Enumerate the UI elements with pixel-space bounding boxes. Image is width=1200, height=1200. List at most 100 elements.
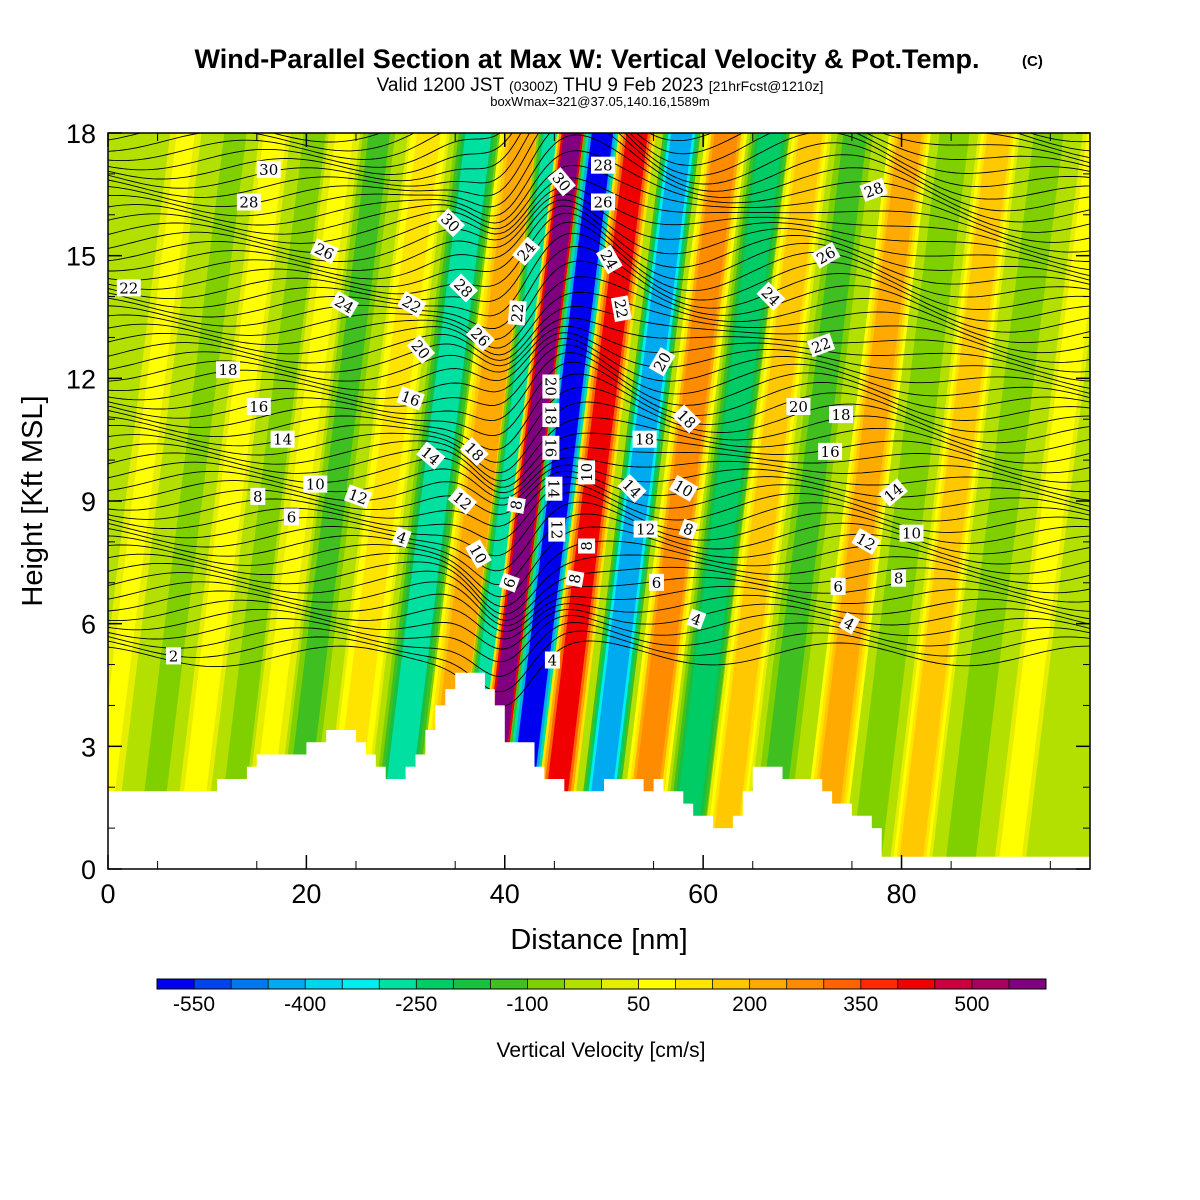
x-tick-label: 80 [887,879,917,909]
svg-text:14: 14 [544,479,562,498]
colorbar-swatch [823,979,862,989]
theta-contour [108,540,1090,607]
contour-label: 18 [216,361,240,379]
x-tick-label: 40 [490,879,520,909]
contour-label: 10 [668,474,699,502]
colorbar-swatch [453,979,491,989]
theta-contour [108,513,1090,586]
terrain-profile [108,672,1090,869]
contour-label: 6 [830,577,846,596]
colorbar-label: -400 [284,993,326,1016]
contour-label: 18 [829,406,853,424]
theta-contour [108,464,1090,506]
contour-label: 16 [396,386,425,411]
contour-label: 18 [632,430,657,449]
contour-label: 28 [236,193,261,212]
theta-contour [108,470,1090,515]
theta-contour [108,622,1090,677]
theta-contour [108,337,1090,401]
svg-text:8: 8 [894,570,904,588]
contour-label: 10 [578,460,596,485]
contour-label: 12 [547,517,566,542]
y-tick-label: 0 [81,855,96,885]
svg-text:8: 8 [253,488,263,506]
velocity-band [1000,133,1090,869]
contour-label: 8 [250,487,266,506]
theta-contour [108,352,1090,422]
velocity-band [808,133,922,869]
colorbar-swatch [268,979,306,989]
svg-text:28: 28 [239,194,258,212]
colorbar-swatch [1008,979,1047,989]
theta-contour [108,133,1090,208]
colorbar-swatch [379,979,417,989]
contour-label: 22 [610,295,632,323]
theta-contour [108,612,1090,663]
y-axis-label: Height [Kft MSL] [17,395,49,606]
theta-contour [108,585,1090,633]
contour-label: 4 [544,651,560,670]
theta-contour [108,526,1090,598]
contour-label: 28 [591,156,615,175]
velocity-band [216,133,324,869]
contour-label: 16 [246,398,271,416]
velocity-band [502,133,614,869]
colorbar-swatch [564,979,602,989]
contour-label: 18 [541,403,560,428]
subtitle-utc: (0300Z) [509,78,558,94]
contour-label: 6 [498,572,520,593]
theta-contour [108,554,1090,615]
svg-text:12: 12 [547,520,565,539]
colorbar-swatch [638,979,677,989]
theta-contour [108,133,1090,152]
velocity-band [625,133,739,869]
theta-contour [108,232,1090,318]
chart-subtitle: Valid 1200 JST (0300Z) THU 9 Feb 2023 [2… [377,75,824,96]
colorbar-swatch [416,979,454,989]
theta-contour [108,221,1090,309]
colorbar-label: 50 [627,993,650,1016]
contour-label: 8 [578,538,596,554]
theta-contour [108,361,1090,437]
colorbar-swatch [601,979,640,989]
theta-contour [108,483,1090,542]
subtitle-fcst: [21hrFcst@1210z] [709,78,824,94]
contour-label: 6 [649,573,664,592]
contour-label: 8 [565,569,585,588]
theta-contour [108,260,1090,340]
contour-label: 28 [859,177,888,202]
colorbar-label: -550 [173,993,215,1016]
velocity-band [898,133,1012,869]
contour-label: 8 [891,569,907,588]
theta-contour [108,401,1090,474]
theta-contour [108,576,1090,627]
colorbar-swatch [157,979,195,989]
theta-contour [108,446,1090,494]
colorbar-swatch [342,979,380,989]
x-tick-label: 20 [291,879,321,909]
theta-contour [108,0,1090,50]
colorbar: -550 -400 -250 -100 50 200 350 500 [156,978,1047,1016]
colorbar-swatch [971,979,1010,989]
theta-contour [108,133,1090,162]
svg-text:18: 18 [831,406,850,424]
svg-text:8: 8 [507,499,526,512]
theta-contour [108,133,1090,217]
svg-text:22: 22 [119,279,138,297]
y-tick-label: 12 [66,364,96,394]
svg-text:10: 10 [306,476,325,494]
theta-contour [108,344,1090,410]
svg-text:18: 18 [541,406,559,425]
svg-text:8: 8 [578,541,596,551]
svg-text:16: 16 [398,387,422,410]
svg-text:10: 10 [902,525,921,543]
contour-label: 10 [899,524,924,543]
colorbar-swatch [786,979,825,989]
theta-contour [108,150,1090,235]
y-tick-label: 6 [81,610,96,640]
theta-contour [108,566,1090,621]
svg-text:6: 6 [287,508,297,526]
y-tick-label: 3 [81,732,96,762]
chart-title-mark: (C) [1022,53,1043,70]
